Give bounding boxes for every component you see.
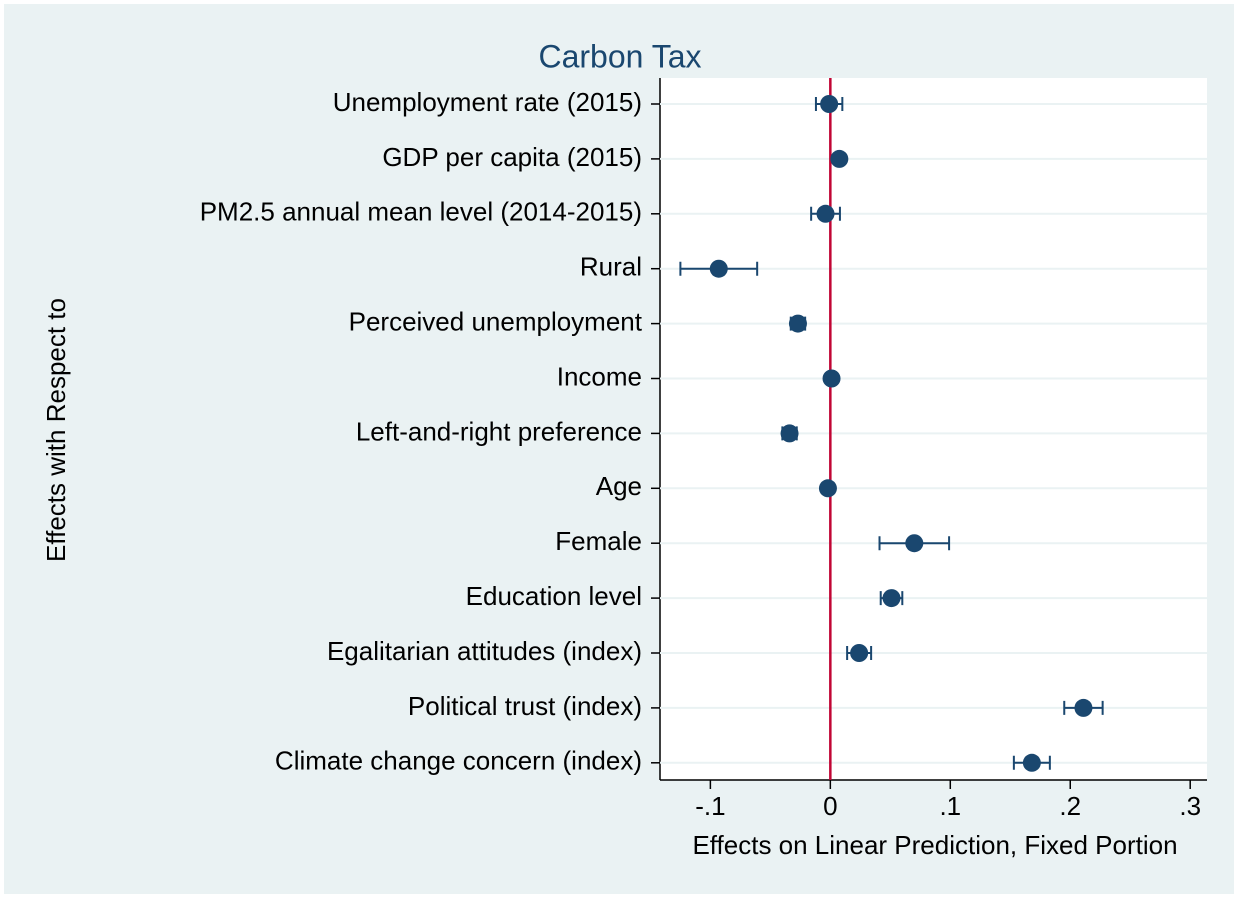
- y-tick-label: Political trust (index): [408, 691, 642, 721]
- point: [822, 369, 841, 388]
- point: [882, 589, 901, 608]
- y-tick-label: Left-and-right preference: [356, 416, 642, 446]
- y-tick-label: Rural: [580, 252, 642, 282]
- x-tick-label: 0: [823, 791, 837, 821]
- y-tick-label: GDP per capita (2015): [382, 142, 642, 172]
- y-tick-label: Age: [596, 471, 642, 501]
- plot-area: [660, 78, 1207, 780]
- x-tick-label: .1: [939, 791, 961, 821]
- y-tick-label: Income: [557, 361, 642, 391]
- point: [816, 204, 835, 223]
- y-tick-label: Unemployment rate (2015): [333, 87, 642, 117]
- point: [850, 644, 869, 662]
- point: [709, 259, 728, 278]
- y-axis-title: Effects with Respect to: [41, 298, 71, 562]
- x-axis-title: Effects on Linear Prediction, Fixed Port…: [692, 830, 1177, 860]
- y-tick-label: PM2.5 annual mean level (2014-2015): [200, 197, 642, 227]
- point: [788, 314, 807, 333]
- point: [1074, 698, 1093, 717]
- y-tick-label: Perceived unemployment: [349, 306, 643, 336]
- y-tick-label: Climate change concern (index): [275, 746, 642, 776]
- x-tick-label: .3: [1179, 791, 1201, 821]
- y-tick-label: Egalitarian attitudes (index): [327, 636, 642, 666]
- y-tick-label: Education level: [466, 581, 642, 611]
- y-tick-label: Female: [555, 526, 642, 556]
- x-tick-label: .2: [1059, 791, 1081, 821]
- chart-title: Carbon Tax: [538, 38, 701, 74]
- point: [820, 95, 839, 113]
- point: [818, 479, 837, 498]
- point: [905, 534, 924, 553]
- point: [1022, 753, 1041, 772]
- point: [780, 424, 799, 443]
- x-tick-label: -.1: [695, 791, 725, 821]
- point: [830, 149, 849, 168]
